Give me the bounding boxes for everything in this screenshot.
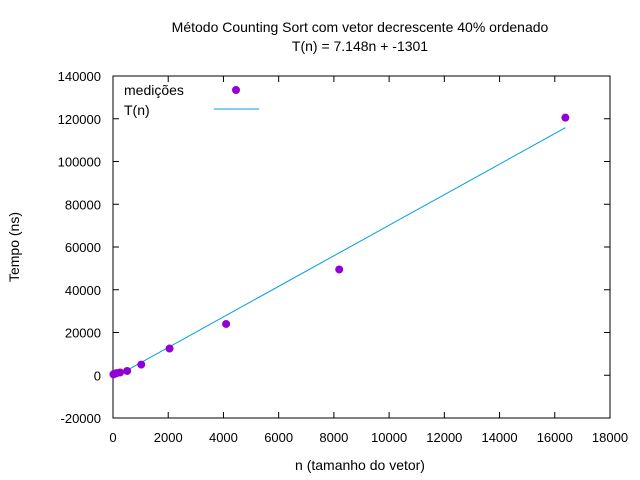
fit-line-layer bbox=[112, 127, 566, 379]
data-point bbox=[335, 265, 344, 274]
data-point bbox=[137, 360, 146, 369]
y-tick-label: 140000 bbox=[58, 69, 101, 84]
x-tick-label: 0 bbox=[109, 430, 116, 445]
x-axis-label: n (tamanho do vetor) bbox=[295, 457, 425, 473]
y-tick-label: 60000 bbox=[65, 240, 101, 255]
x-tick-label: 6000 bbox=[264, 430, 293, 445]
legend-marker-points bbox=[232, 86, 240, 94]
x-tick-label: 12000 bbox=[426, 430, 462, 445]
chart-subtitle: T(n) = 7.148n + -1301 bbox=[292, 38, 428, 54]
y-tick-label: 100000 bbox=[58, 155, 101, 170]
y-tick-label: 0 bbox=[94, 368, 101, 383]
y-axis-label: Tempo (ns) bbox=[6, 212, 22, 282]
legend-label-fit: T(n) bbox=[124, 102, 150, 118]
y-tick-label: 120000 bbox=[58, 112, 101, 127]
y-ticks: -20000 0 20000 40000 60000 80000 100000 120000 1… bbox=[58, 69, 610, 426]
legend-point bbox=[232, 86, 240, 94]
x-tick-label: 8000 bbox=[319, 430, 348, 445]
points-layer bbox=[109, 113, 570, 379]
y-tick-label: 80000 bbox=[65, 197, 101, 212]
fit-line bbox=[112, 127, 566, 379]
data-point bbox=[561, 113, 570, 122]
data-point bbox=[116, 368, 125, 377]
y-tick-label: -20000 bbox=[61, 411, 101, 426]
y-tick-label: 40000 bbox=[65, 283, 101, 298]
x-tick-label: 4000 bbox=[209, 430, 238, 445]
y-tick-label: 20000 bbox=[65, 326, 101, 341]
x-tick-label: 18000 bbox=[592, 430, 628, 445]
data-point bbox=[165, 344, 174, 353]
legend: medições T(n) bbox=[124, 82, 259, 118]
x-tick-label: 10000 bbox=[371, 430, 407, 445]
chart-title: Método Counting Sort com vetor decrescen… bbox=[172, 19, 549, 35]
x-tick-label: 2000 bbox=[154, 430, 183, 445]
plot-frame bbox=[112, 75, 611, 419]
legend-label-medicoes: medições bbox=[124, 82, 184, 98]
x-ticks: 0 2000 4000 6000 8000 10000 12000 14000 16000 180… bbox=[109, 76, 628, 445]
data-point bbox=[123, 366, 132, 375]
x-tick-label: 16000 bbox=[537, 430, 573, 445]
x-tick-label: 14000 bbox=[481, 430, 517, 445]
data-point bbox=[222, 319, 231, 328]
